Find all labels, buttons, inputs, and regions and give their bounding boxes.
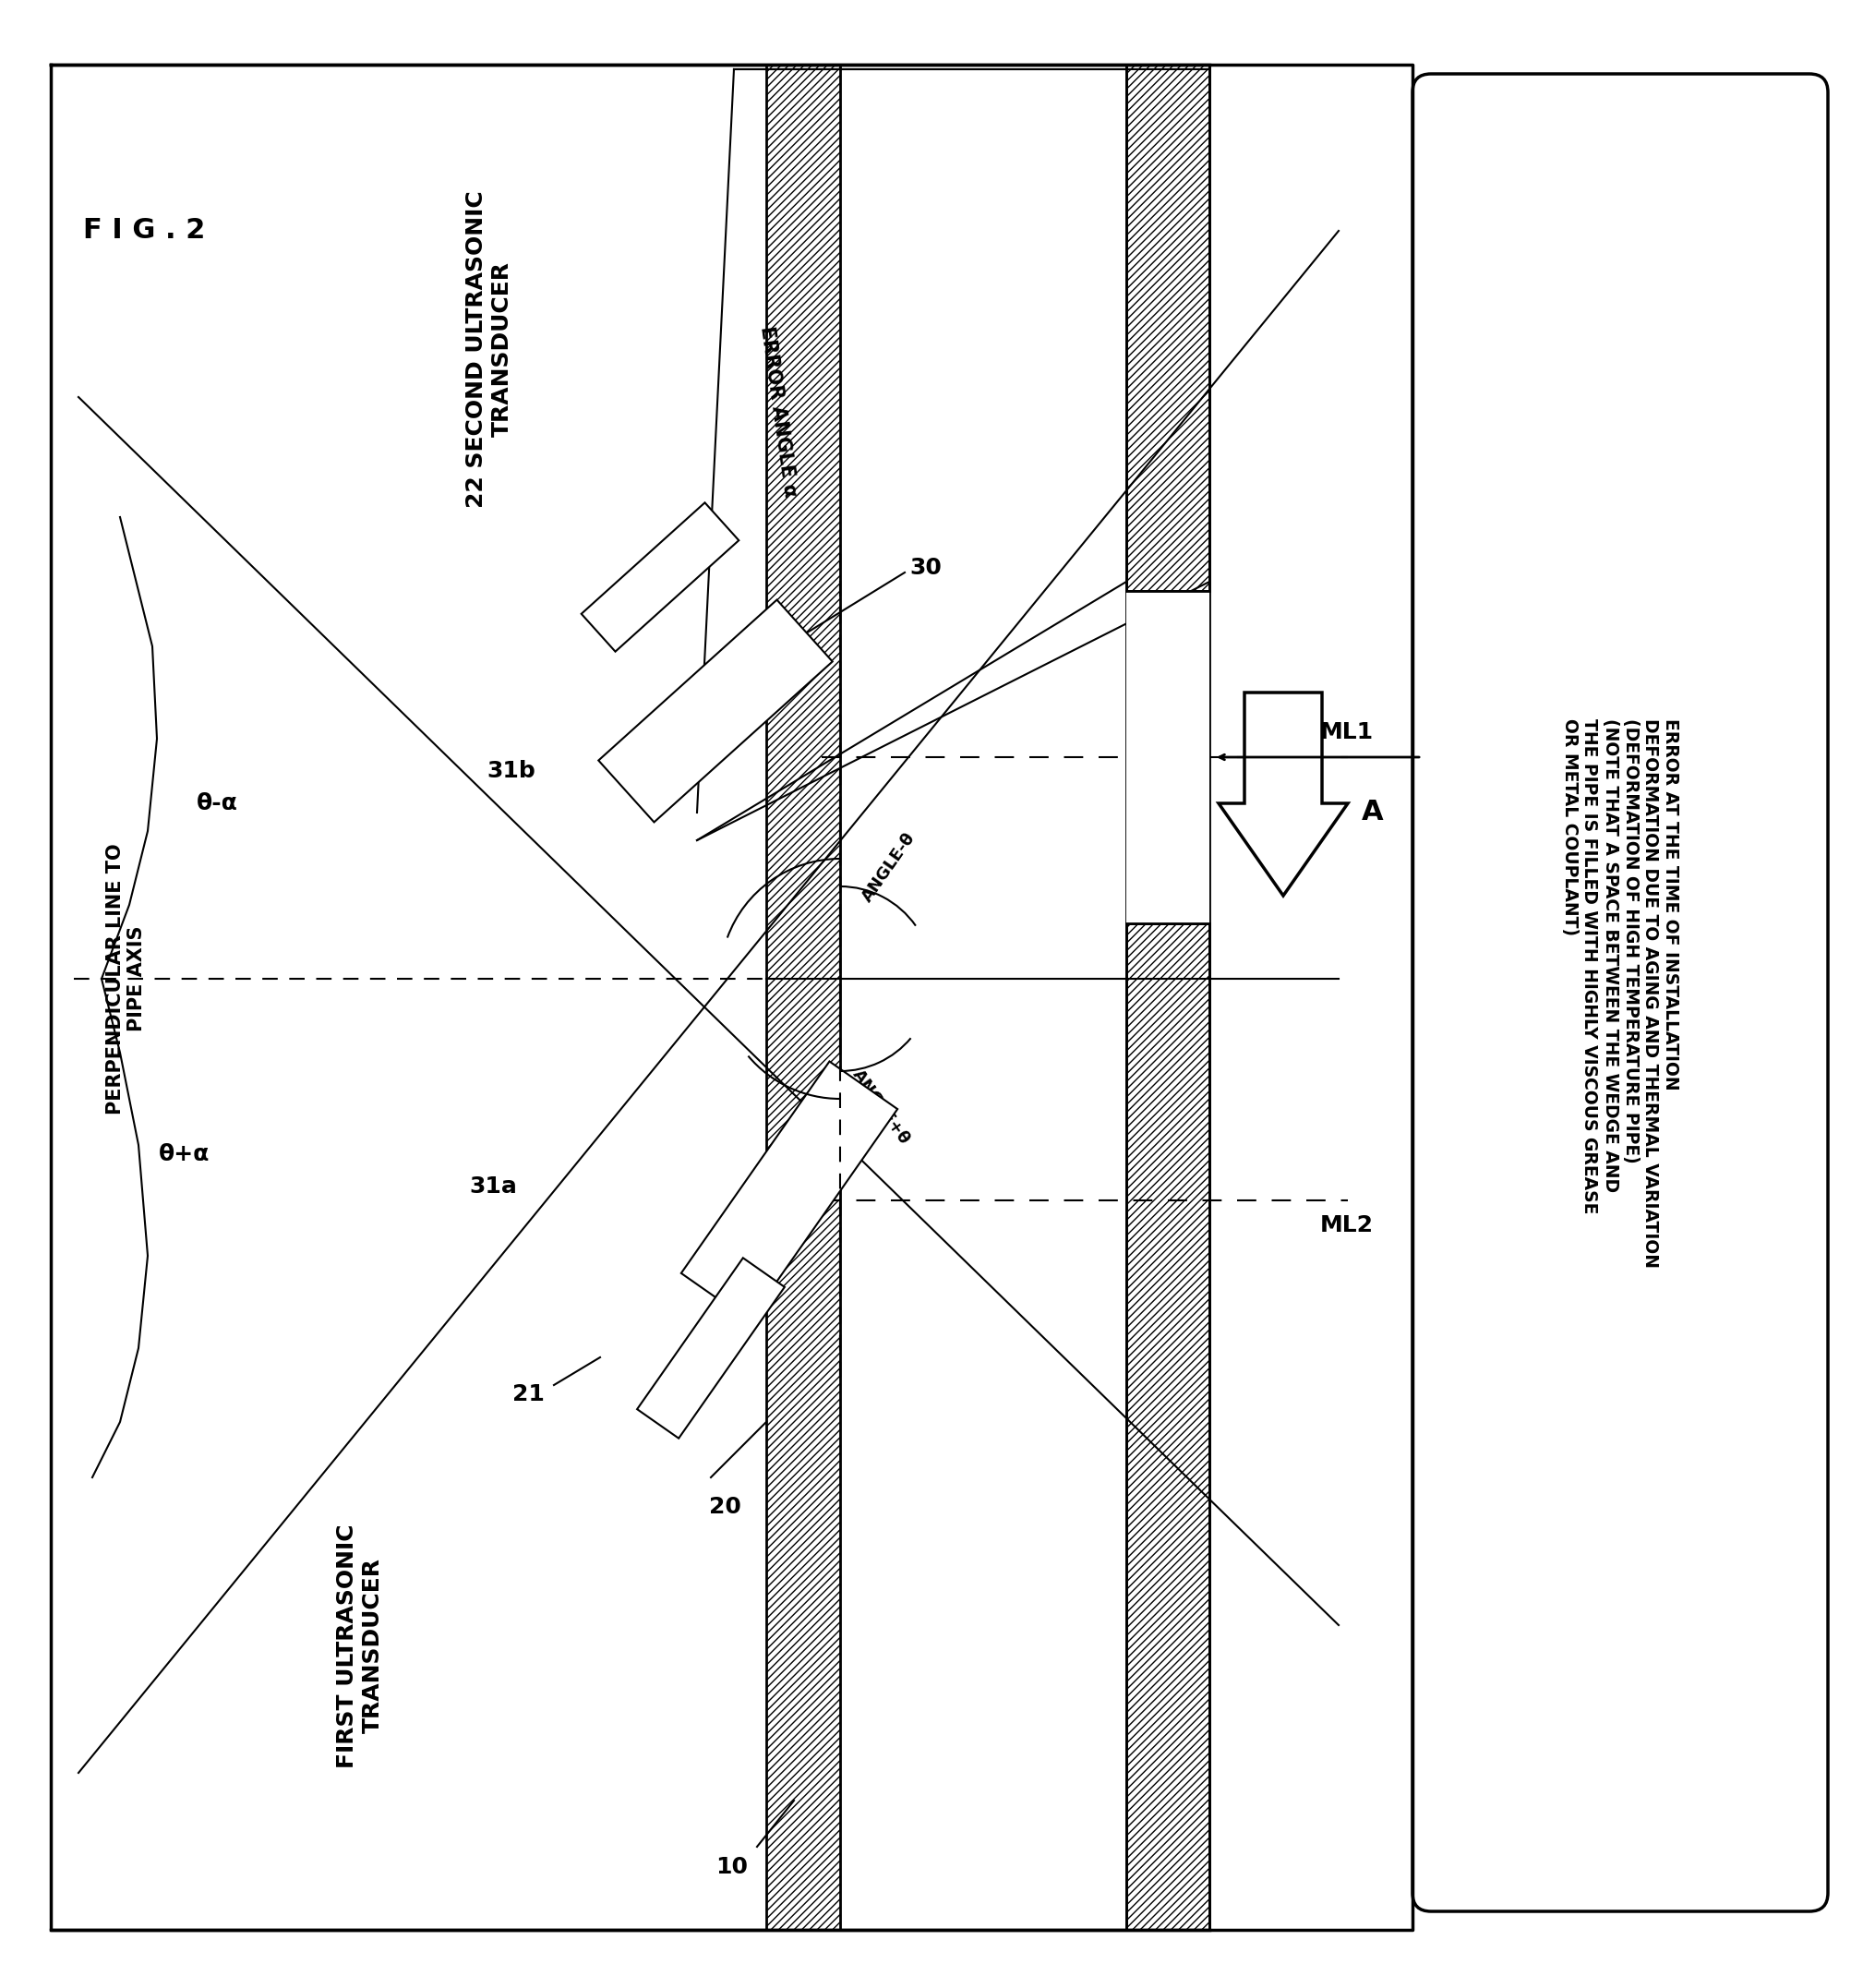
Text: A: A [1362,799,1384,825]
Polygon shape [598,600,833,823]
Text: 10: 10 [715,1857,747,1879]
Text: ERROR ANGLE α: ERROR ANGLE α [756,326,799,499]
Text: θ-α: θ-α [196,793,238,815]
Text: ANGLE+θ: ANGLE+θ [850,1066,913,1147]
Polygon shape [637,1258,784,1437]
Polygon shape [1218,692,1347,897]
Text: 30: 30 [909,557,941,579]
Text: ANGLE-θ: ANGLE-θ [859,829,918,905]
Polygon shape [766,66,840,1930]
Text: F I G . 2: F I G . 2 [84,217,205,245]
Polygon shape [1127,922,1209,1930]
Text: 31b: 31b [486,759,535,781]
Polygon shape [1127,590,1209,922]
FancyBboxPatch shape [1412,74,1828,1910]
Text: PERPENDICULAR LINE TO
PIPE AXIS: PERPENDICULAR LINE TO PIPE AXIS [106,843,145,1115]
Text: θ+α: θ+α [158,1143,211,1165]
Text: 22 SECOND ULTRASONIC
TRANSDUCER: 22 SECOND ULTRASONIC TRANSDUCER [466,191,512,507]
Text: 21: 21 [512,1384,544,1406]
Polygon shape [682,1062,898,1320]
Text: 20: 20 [708,1495,741,1519]
Text: FIRST ULTRASONIC
TRANSDUCER: FIRST ULTRASONIC TRANSDUCER [335,1523,384,1767]
Polygon shape [581,503,740,652]
Text: ML1: ML1 [1321,722,1373,744]
Polygon shape [1127,66,1209,590]
Text: ERROR AT THE TIME OF INSTALLATION
DEFORMATION DUE TO AGING AND THERMAL VARIATION: ERROR AT THE TIME OF INSTALLATION DEFORM… [1561,718,1680,1266]
Text: 31a: 31a [469,1175,518,1197]
Text: ML2: ML2 [1321,1215,1373,1237]
